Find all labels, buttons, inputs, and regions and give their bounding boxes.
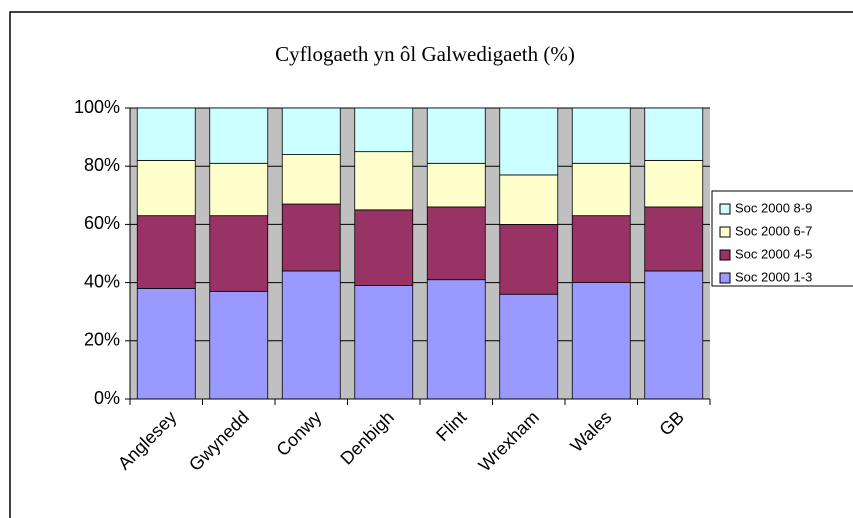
- bar-segment: [426, 206, 486, 281]
- bar-segment: [354, 151, 414, 211]
- legend-label: Soc 2000 6-7: [735, 223, 812, 238]
- bar-segment: [281, 154, 341, 205]
- bar-segment: [136, 159, 196, 217]
- bar-segment: [136, 288, 196, 400]
- bar-segment: [499, 293, 559, 400]
- bar-segment: [354, 285, 414, 400]
- legend-box: [711, 190, 853, 287]
- y-tick-label: 60%: [84, 213, 120, 233]
- y-tick-label: 20%: [84, 330, 120, 350]
- bar-segment: [571, 215, 631, 283]
- legend-swatch: [719, 203, 731, 215]
- legend-label: Soc 2000 1-3: [735, 269, 812, 284]
- legend-swatch: [719, 226, 731, 238]
- y-tick-label: 80%: [84, 155, 120, 175]
- bar-segment: [281, 203, 341, 272]
- bar-segment: [644, 107, 704, 161]
- bar-segment: [209, 290, 269, 400]
- bar-segment: [136, 215, 196, 289]
- bar-segment: [209, 162, 269, 217]
- bar-segment: [499, 107, 559, 176]
- bar-segment: [644, 206, 704, 272]
- bar-segment: [354, 107, 414, 153]
- y-tick-label: 100%: [74, 97, 120, 117]
- bar-segment: [499, 174, 559, 225]
- bar-segment: [426, 162, 486, 208]
- legend: Soc 2000 1-3 Soc 2000 4-5 Soc 2000 6-7 Soc …: [711, 190, 853, 287]
- legend-label: Soc 2000 4-5: [735, 246, 812, 261]
- bar-segment: [644, 159, 704, 208]
- bar-segment: [426, 279, 486, 400]
- bar-segment: [281, 270, 341, 400]
- bar-segment: [136, 107, 196, 161]
- bar-segment: [571, 282, 631, 400]
- y-tick-label: 0%: [94, 388, 120, 408]
- legend-swatch: [719, 272, 731, 284]
- bar-segment: [209, 215, 269, 292]
- bar-segment: [499, 223, 559, 295]
- y-tick-label: 40%: [84, 271, 120, 291]
- legend-label: Soc 2000 8-9: [735, 200, 812, 215]
- bar-segment: [426, 107, 486, 164]
- bar-segment: [571, 162, 631, 217]
- bar-segment: [281, 107, 341, 155]
- bar-segment: [571, 107, 631, 164]
- chart-title: Cyflogaeth yn ôl Galwedigaeth (%): [275, 42, 575, 66]
- bar-segment: [209, 107, 269, 164]
- bar-segment: [354, 209, 414, 286]
- legend-swatch: [719, 249, 731, 261]
- bar-segment: [644, 270, 704, 400]
